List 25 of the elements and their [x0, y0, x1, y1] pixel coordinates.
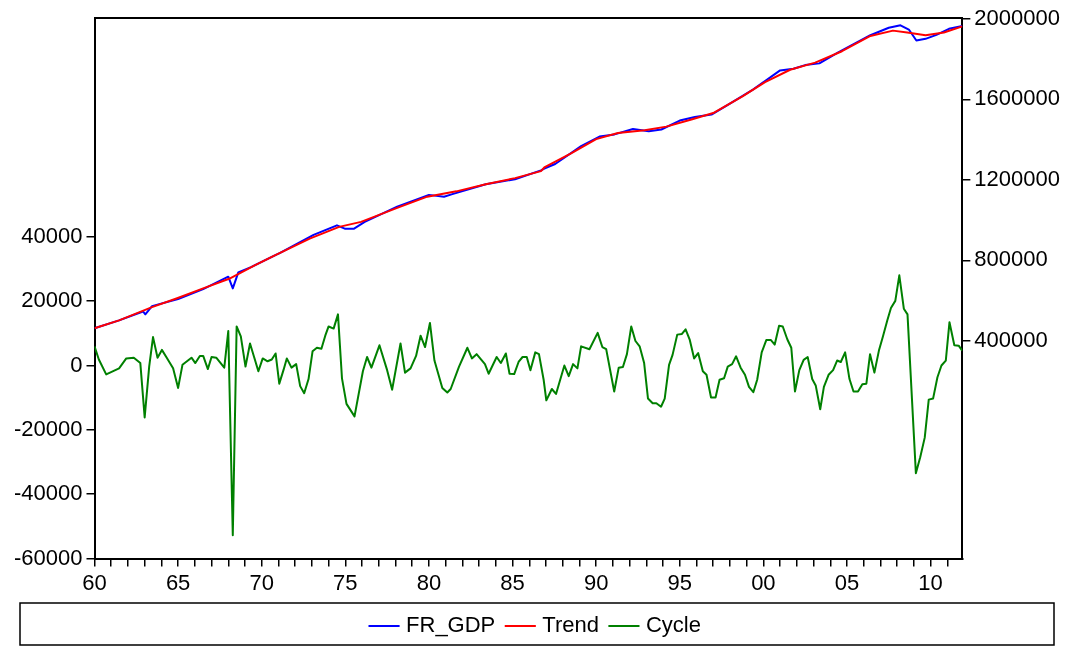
y-tick-label: 40000 — [21, 222, 83, 248]
x-tick-label: 10 — [918, 569, 943, 595]
x-tick-label: 95 — [667, 569, 692, 595]
y-tick-label: 0 — [70, 351, 83, 377]
legend-label: FR_GDP — [406, 612, 496, 638]
y-tick-label: -60000 — [13, 544, 83, 570]
y2-tick-label: 400000 — [974, 326, 1048, 352]
x-tick-label: 05 — [834, 569, 860, 595]
y2-tick-label: 2000000 — [974, 5, 1061, 31]
y2-tick-label: 1200000 — [974, 165, 1061, 191]
x-tick-label: 75 — [333, 569, 358, 595]
y2-tick-label: 1600000 — [974, 85, 1061, 111]
x-tick-label: 00 — [751, 569, 776, 595]
x-tick-label: 70 — [249, 569, 274, 595]
y2-tick-label: 800000 — [974, 246, 1048, 272]
x-tick-label: 80 — [416, 569, 442, 595]
x-tick-label: 85 — [500, 569, 525, 595]
x-tick-label: 60 — [82, 569, 107, 595]
legend-label: Cycle — [645, 612, 701, 638]
y-tick-label: 20000 — [21, 287, 83, 313]
x-tick-label: 90 — [583, 569, 609, 595]
x-tick-label: 65 — [165, 569, 191, 595]
y-tick-label: -20000 — [13, 415, 83, 441]
legend-label: Trend — [542, 612, 599, 638]
y-tick-label: -40000 — [13, 480, 83, 506]
